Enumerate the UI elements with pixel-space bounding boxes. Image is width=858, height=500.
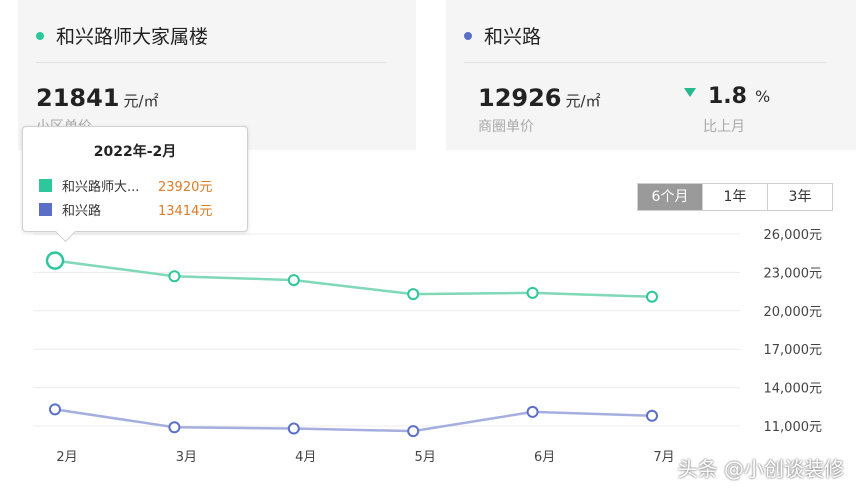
series-lines bbox=[54, 259, 653, 433]
card-divider bbox=[464, 62, 826, 63]
y-tick-label: 26,000元 bbox=[764, 228, 823, 243]
tooltip-series-value: 23920元 bbox=[158, 179, 213, 195]
x-axis-tick-labels: 2月 3月 4月 5月 6月 7月 bbox=[56, 450, 674, 465]
tooltip-row: 和兴路 13414元 bbox=[39, 199, 231, 219]
chart-tooltip: 2022年-2月 和兴路师大... 23920元 和兴路 13414元 bbox=[22, 126, 248, 243]
district-price-value: 12926 bbox=[478, 84, 562, 112]
range-1-year-button[interactable]: 1年 bbox=[703, 184, 768, 210]
community-price-value: 21841 bbox=[36, 84, 120, 112]
community-price: 21841 元/㎡ bbox=[36, 84, 159, 112]
tooltip-title: 2022年-2月 bbox=[93, 144, 177, 160]
y-tick-label: 14,000元 bbox=[764, 382, 823, 397]
watermark: 头条 @小创谈装修 bbox=[677, 457, 844, 481]
x-tick-label: 5月 bbox=[415, 450, 436, 465]
community-name: 和兴路师大家属楼 bbox=[56, 26, 209, 48]
district-price-label: 商圈单价 bbox=[478, 119, 534, 135]
data-point bbox=[287, 422, 300, 435]
data-point bbox=[646, 290, 658, 303]
community-dot-icon bbox=[36, 31, 44, 40]
data-point bbox=[287, 274, 300, 287]
time-range-toggle[interactable]: 6个月 1年 3年 bbox=[637, 183, 833, 211]
y-tick-label: 11,000元 bbox=[764, 420, 823, 435]
series-markers bbox=[45, 251, 658, 438]
y-axis-tick-labels: 11,000元 14,000元 17,000元 20,000元 23,000元 26,00… bbox=[764, 228, 823, 435]
district-price-unit: 元/㎡ bbox=[565, 92, 601, 110]
tooltip-series-name: 和兴路 bbox=[62, 203, 102, 219]
tooltip-series-value: 13414元 bbox=[158, 203, 213, 219]
x-tick-label: 3月 bbox=[176, 450, 197, 465]
data-point bbox=[168, 421, 181, 434]
y-tick-label: 17,000元 bbox=[764, 343, 823, 358]
month-change-value: 1.8 bbox=[708, 84, 747, 109]
x-tick-label: 4月 bbox=[295, 450, 316, 465]
community-price-unit: 元/㎡ bbox=[123, 92, 159, 110]
grid-lines bbox=[33, 233, 740, 427]
month-change: 1.8% bbox=[684, 84, 770, 109]
data-point bbox=[49, 403, 61, 416]
district-name: 和兴路 bbox=[484, 26, 542, 48]
data-point bbox=[526, 286, 539, 299]
data-point bbox=[407, 288, 420, 301]
range-3-years-button[interactable]: 3年 bbox=[768, 184, 832, 210]
card-divider bbox=[36, 62, 386, 63]
x-tick-label: 2月 bbox=[56, 450, 77, 465]
series-line bbox=[54, 408, 653, 433]
month-change-label: 比上月 bbox=[703, 119, 745, 135]
data-point bbox=[407, 425, 420, 438]
x-tick-label: 6月 bbox=[534, 450, 555, 465]
data-point bbox=[646, 409, 658, 422]
y-tick-label: 20,000元 bbox=[764, 305, 823, 320]
data-point bbox=[526, 405, 539, 418]
range-6-months-button[interactable]: 6个月 bbox=[638, 184, 703, 210]
district-price-card: 和兴路 12926 元/㎡ 商圈单价 1.8% 比上月 bbox=[446, 0, 856, 150]
series-line bbox=[54, 259, 653, 298]
district-price: 12926 元/㎡ bbox=[478, 84, 601, 112]
tooltip-row: 和兴路师大... 23920元 bbox=[39, 175, 231, 195]
community-name-row: 和兴路师大家属楼 bbox=[36, 22, 398, 49]
district-dot-icon bbox=[464, 31, 472, 40]
down-triangle-icon bbox=[684, 88, 696, 97]
month-change-unit: % bbox=[754, 87, 771, 106]
data-point bbox=[168, 270, 181, 283]
x-tick-label: 7月 bbox=[653, 450, 674, 465]
tooltip-series-name: 和兴路师大... bbox=[62, 179, 140, 195]
tooltip-swatch bbox=[39, 178, 52, 192]
y-tick-label: 23,000元 bbox=[764, 266, 823, 281]
district-name-row: 和兴路 bbox=[464, 22, 838, 49]
data-point bbox=[45, 251, 65, 270]
tooltip-swatch bbox=[39, 202, 52, 216]
